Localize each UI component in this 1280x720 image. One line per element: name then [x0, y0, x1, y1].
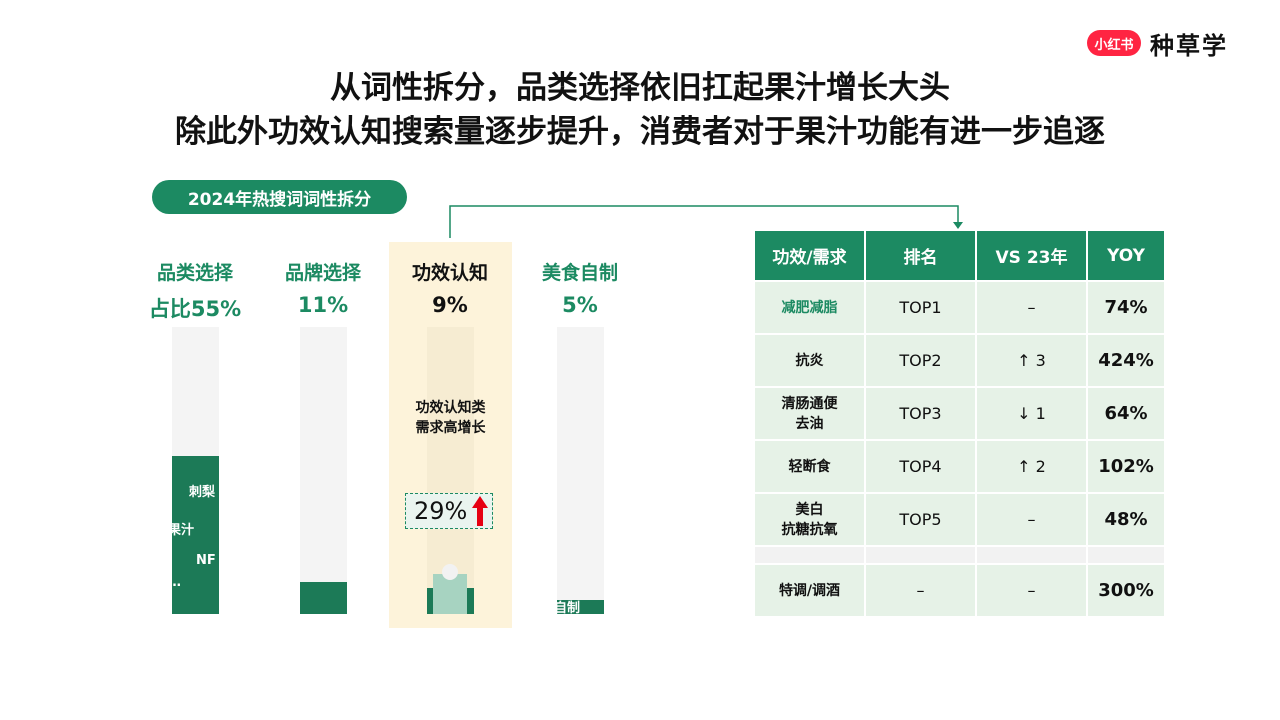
need-line: 特调/调酒 [778, 582, 841, 599]
cell-vs: – [977, 494, 1086, 545]
table-header-need: 功效/需求 [755, 231, 864, 280]
bar-inner-label: … [168, 575, 181, 590]
cell-rank: TOP5 [866, 494, 975, 545]
cell-vs: – [977, 565, 1086, 616]
growth-box: 29% [405, 493, 493, 529]
bar [299, 582, 347, 614]
arrow-up-icon [472, 496, 489, 526]
cell-vs: ↑ 3 [977, 335, 1086, 386]
category-label: 美食自制 [541, 262, 618, 284]
growth-note: 功效认知类 需求高增长 [389, 398, 512, 438]
bar-track [299, 327, 347, 614]
cell-rank: TOP1 [866, 282, 975, 333]
cell-need: 减肥减脂 [755, 282, 864, 333]
cell-need: 抗炎 [755, 335, 864, 386]
table-row: 清肠通便 去油 TOP3 ↓ 1 64% [755, 388, 1164, 439]
cell-vs: ↑ 2 [977, 441, 1086, 492]
spacer-cell [977, 547, 1086, 563]
bar-inner-label: 自制 [554, 601, 581, 616]
cell-rank: TOP2 [866, 335, 975, 386]
bar-inner-label: 刺梨 [189, 485, 216, 500]
category-label: 品类选择 [156, 262, 233, 284]
cell-need: 清肠通便 去油 [755, 388, 864, 439]
bar-segment [433, 574, 467, 614]
growth-value: 29% [414, 497, 468, 525]
table-row: 减肥减脂 TOP1–74% [755, 282, 1164, 333]
table-row: 轻断食 TOP4 ↑ 2 102% [755, 441, 1164, 492]
growth-note-line1: 功效认知类 [415, 400, 486, 416]
bar-track [556, 327, 604, 614]
cell-rank: TOP3 [866, 388, 975, 439]
cell-yoy: 424% [1088, 335, 1164, 386]
page-title-line2: 除此外功效认知搜索量逐步提升，消费者对于果汁功能有进一步追逐 [175, 114, 1105, 150]
cell-yoy: 74% [1088, 282, 1164, 333]
cell-rank: – [866, 565, 975, 616]
cell-need: 轻断食 [755, 441, 864, 492]
brand-name: 种草学 [1150, 32, 1228, 60]
cell-yoy: 102% [1088, 441, 1164, 492]
cell-need: 美白 抗糖抗氧 [755, 494, 864, 545]
cell-yoy: 64% [1088, 388, 1164, 439]
share-label: 9% [432, 293, 468, 317]
need-line: 抗糖抗氧 [781, 521, 838, 538]
need-line: 清肠通便 [781, 395, 838, 412]
table-row-extra: 特调/调酒 – –300% [755, 565, 1164, 616]
share-label: 5% [562, 293, 598, 317]
spacer-cell [1088, 547, 1164, 563]
spacer-cell [866, 547, 975, 563]
connector-arrow [449, 205, 963, 238]
bar-inner-label: NF [196, 553, 216, 568]
cell-vs: – [977, 282, 1086, 333]
table-row: 抗炎 TOP2 ↑ 3 424% [755, 335, 1164, 386]
bar [556, 600, 604, 614]
share-label: 11% [297, 293, 349, 317]
cell-vs: ↓ 1 [977, 388, 1086, 439]
need-line: 去油 [795, 415, 824, 432]
cell-yoy: 300% [1088, 565, 1164, 616]
brand-logo: 小红书 [1087, 30, 1141, 56]
bar [171, 456, 219, 614]
table-spacer-row [755, 547, 1164, 563]
need-line: 减肥减脂 [781, 299, 838, 316]
bar-inner-label: 果汁 [168, 523, 195, 538]
share-label: 占比55% [148, 297, 242, 321]
table-header-yoy: YOY [1088, 231, 1164, 280]
category-label: 功效认知 [411, 262, 488, 284]
need-line: 轻断食 [788, 458, 831, 475]
marker-dot [442, 564, 458, 580]
growth-note-line2: 需求高增长 [415, 420, 486, 436]
category-label: 品牌选择 [284, 262, 361, 284]
section-pill-label: 2024年热搜词词性拆分 [152, 180, 407, 214]
table-row: 美白 抗糖抗氧 TOP5–48% [755, 494, 1164, 545]
page-title-line1: 从词性拆分，品类选择依旧扛起果汁增长大头 [330, 70, 950, 106]
cell-need: 特调/调酒 [755, 565, 864, 616]
cell-rank: TOP4 [866, 441, 975, 492]
spacer-cell [755, 547, 864, 563]
need-line: 抗炎 [795, 352, 824, 369]
table-header-vs: VS 23年 [977, 231, 1086, 280]
need-line: 美白 [795, 501, 824, 518]
table-header-rank: 排名 [866, 231, 975, 280]
cell-yoy: 48% [1088, 494, 1164, 545]
ranking-table: 功效/需求 排名 VS 23年 YOY 减肥减脂 TOP1–74% 抗炎 TOP2 ↑ … [753, 229, 1166, 618]
